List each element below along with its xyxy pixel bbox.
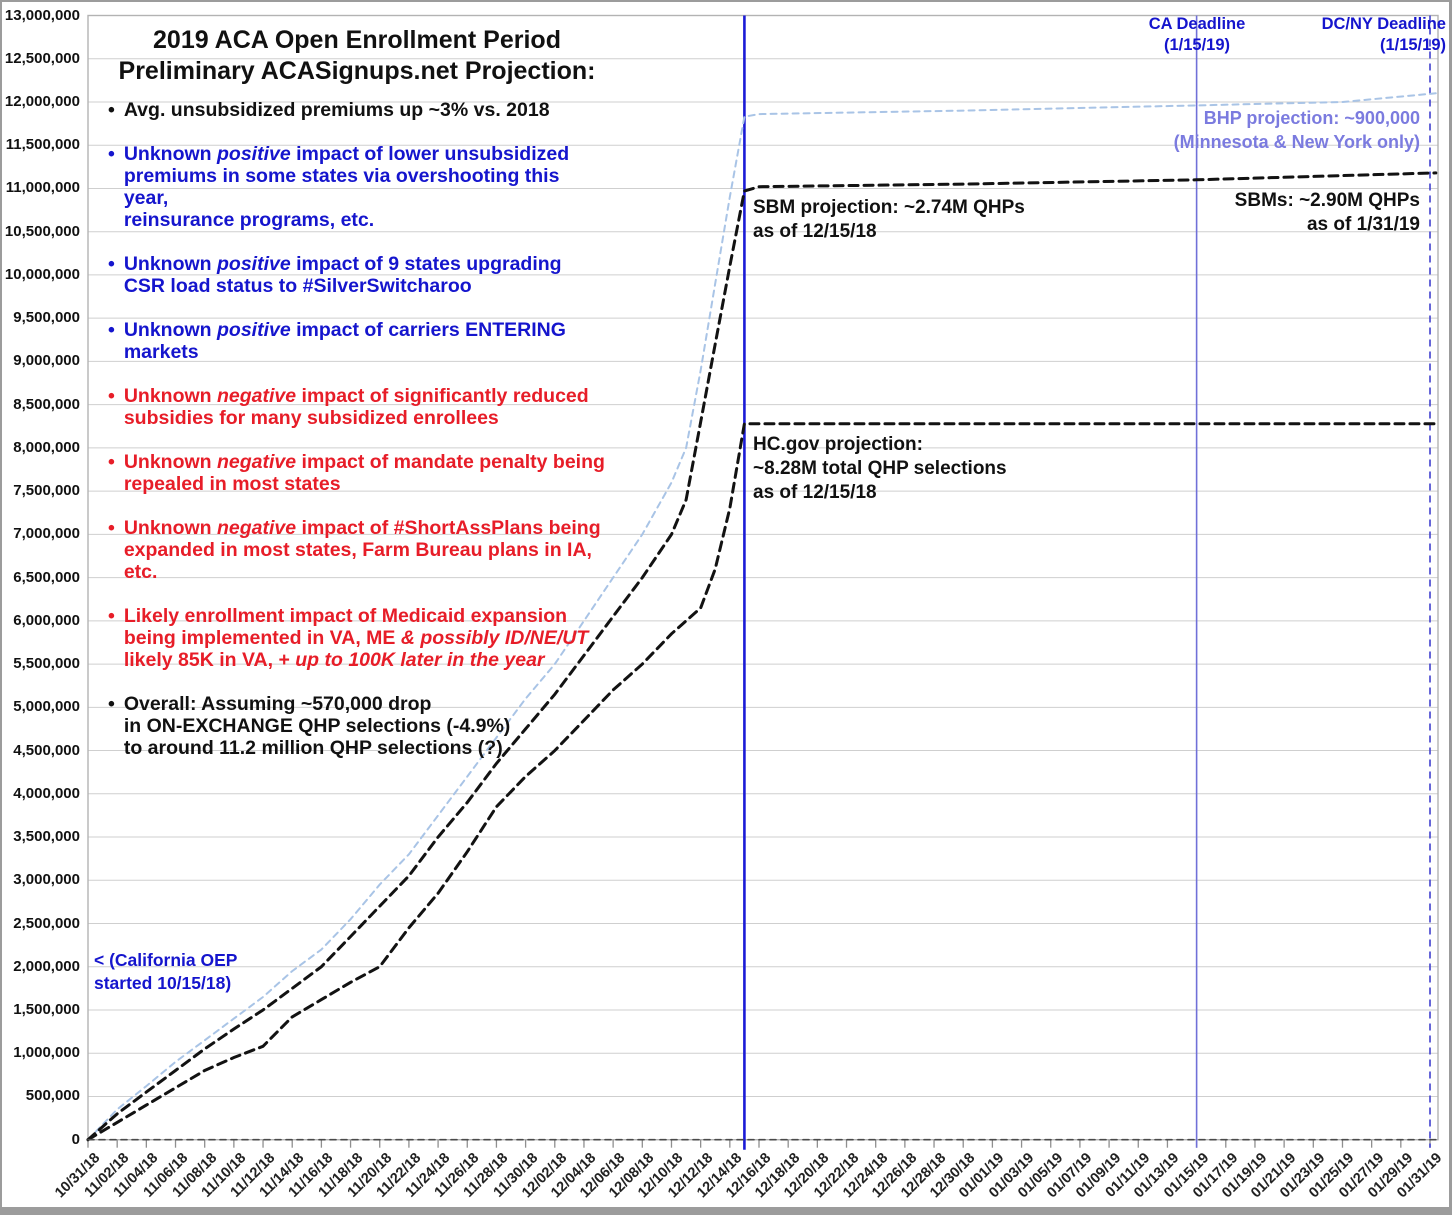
annotation-hcgov: HC.gov projection: ~8.28M total QHP sele… bbox=[753, 434, 1007, 503]
bullet-dot-icon: • bbox=[108, 319, 115, 341]
y-axis-tick-label: 9,000,000 bbox=[13, 352, 80, 370]
y-axis-tick-label: 7,000,000 bbox=[13, 525, 80, 543]
y-axis-tick-label: 3,500,000 bbox=[13, 828, 80, 846]
bullet-text: Unknown negative impact of mandate penal… bbox=[123, 451, 605, 495]
bullet-text: Unknown negative impact of significantly… bbox=[123, 385, 589, 429]
bullet-dot-icon: • bbox=[108, 253, 115, 275]
chart-title: 2019 ACA Open Enrollment Period Prelimin… bbox=[97, 25, 617, 87]
y-axis-tick-label: 12,500,000 bbox=[4, 49, 80, 67]
annotation-sbm-left: SBM projection: ~2.74M QHPs as of 12/15/… bbox=[753, 197, 1025, 242]
note-bullet: • Unknown positive impact of lower unsubs… bbox=[108, 143, 608, 231]
bullet-text: Unknown positive impact of 9 states upgr… bbox=[123, 253, 562, 297]
note-bullet: • Overall: Assuming ~570,000 drop in ON-E… bbox=[108, 693, 608, 759]
note-bullet: • Unknown negative impact of #ShortAssPla… bbox=[108, 517, 608, 583]
y-axis-tick-label: 2,500,000 bbox=[13, 914, 80, 932]
y-axis-tick-label: 11,500,000 bbox=[5, 136, 80, 154]
bullet-text: Avg. unsubsidized premiums up ~3% vs. 20… bbox=[123, 99, 550, 121]
note-bullet: • Unknown positive impact of carriers ENT… bbox=[108, 319, 608, 363]
bullet-text: Unknown positive impact of lower unsubsi… bbox=[123, 143, 570, 231]
bullet-dot-icon: • bbox=[108, 143, 115, 165]
series-projected-hcgov-qhp-selections bbox=[86, 422, 1438, 1142]
y-axis-tick-label: 6,500,000 bbox=[13, 568, 80, 586]
y-axis-tick-label: 8,000,000 bbox=[13, 438, 80, 456]
y-axis-tick-label: 4,000,000 bbox=[13, 784, 80, 802]
bullet-text: Likely enrollment impact of Medicaid exp… bbox=[123, 605, 589, 671]
annotation-ca-deadline: CA Deadline (1/15/19) bbox=[1148, 15, 1246, 54]
y-axis-tick-label: 10,500,000 bbox=[4, 222, 80, 240]
note-bullet: • Unknown positive impact of 9 states upg… bbox=[108, 253, 608, 297]
chart-title-line2: Preliminary ACASignups.net Projection: bbox=[118, 57, 596, 85]
bullet-dot-icon: • bbox=[108, 693, 115, 715]
bullet-text: Unknown negative impact of #ShortAssPlan… bbox=[123, 517, 601, 583]
y-axis-tick-label: 500,000 bbox=[25, 1087, 80, 1105]
annotation-sbms-right: SBMs: ~2.90M QHPs as of 1/31/19 bbox=[1234, 190, 1420, 235]
bullet-dot-icon: • bbox=[108, 385, 115, 407]
y-axis-tick-label: 2,000,000 bbox=[13, 957, 80, 975]
chart-title-line1: 2019 ACA Open Enrollment Period bbox=[153, 26, 561, 54]
y-axis-tick-label: 11,000,000 bbox=[5, 179, 80, 197]
bullet-dot-icon: • bbox=[108, 517, 115, 539]
bullet-dot-icon: • bbox=[108, 605, 115, 627]
annotation-cal-oep: < (California OEP started 10/15/18) bbox=[94, 950, 238, 993]
y-axis-tick-label: 3,000,000 bbox=[13, 871, 80, 889]
y-axis-tick-label: 5,500,000 bbox=[13, 655, 80, 673]
y-axis-tick-label: 10,000,000 bbox=[4, 265, 80, 283]
y-axis-tick-label: 5,000,000 bbox=[13, 698, 80, 716]
y-axis-tick-label: 13,000,000 bbox=[4, 6, 80, 24]
y-axis-tick-label: 12,000,000 bbox=[4, 92, 80, 110]
y-axis-tick-label: 0 bbox=[71, 1130, 80, 1148]
series-projected-total-qhp-incl-bhp bbox=[87, 92, 1437, 1141]
y-axis-tick-label: 4,500,000 bbox=[13, 741, 80, 759]
y-axis-tick-label: 8,500,000 bbox=[13, 395, 80, 413]
bullet-dot-icon: • bbox=[108, 99, 115, 121]
y-axis-tick-label: 6,000,000 bbox=[13, 611, 80, 629]
note-bullet: • Unknown negative impact of mandate pena… bbox=[108, 451, 608, 495]
note-bullet: • Likely enrollment impact of Medicaid ex… bbox=[108, 605, 608, 671]
bullet-text: Overall: Assuming ~570,000 drop in ON-EX… bbox=[123, 693, 511, 759]
note-bullet: • Avg. unsubsidized premiums up ~3% vs. 2… bbox=[108, 99, 608, 121]
note-bullet: • Unknown negative impact of significantl… bbox=[108, 385, 608, 429]
y-axis-tick-label: 9,500,000 bbox=[13, 309, 80, 327]
y-axis-tick-label: 1,500,000 bbox=[13, 1000, 80, 1018]
notes-bullet-list: • Avg. unsubsidized premiums up ~3% vs. 2… bbox=[108, 99, 608, 781]
annotation-dcny-deadline: DC/NY Deadline (1/15/19) bbox=[1321, 15, 1446, 54]
y-axis-tick-label: 7,500,000 bbox=[13, 482, 80, 500]
y-axis-tick-label: 1,000,000 bbox=[13, 1044, 80, 1062]
bullet-dot-icon: • bbox=[108, 451, 115, 473]
annotation-bhp: BHP projection: ~900,000 (Minnesota & Ne… bbox=[1173, 108, 1420, 152]
bullet-text: Unknown positive impact of carriers ENTE… bbox=[123, 319, 566, 363]
